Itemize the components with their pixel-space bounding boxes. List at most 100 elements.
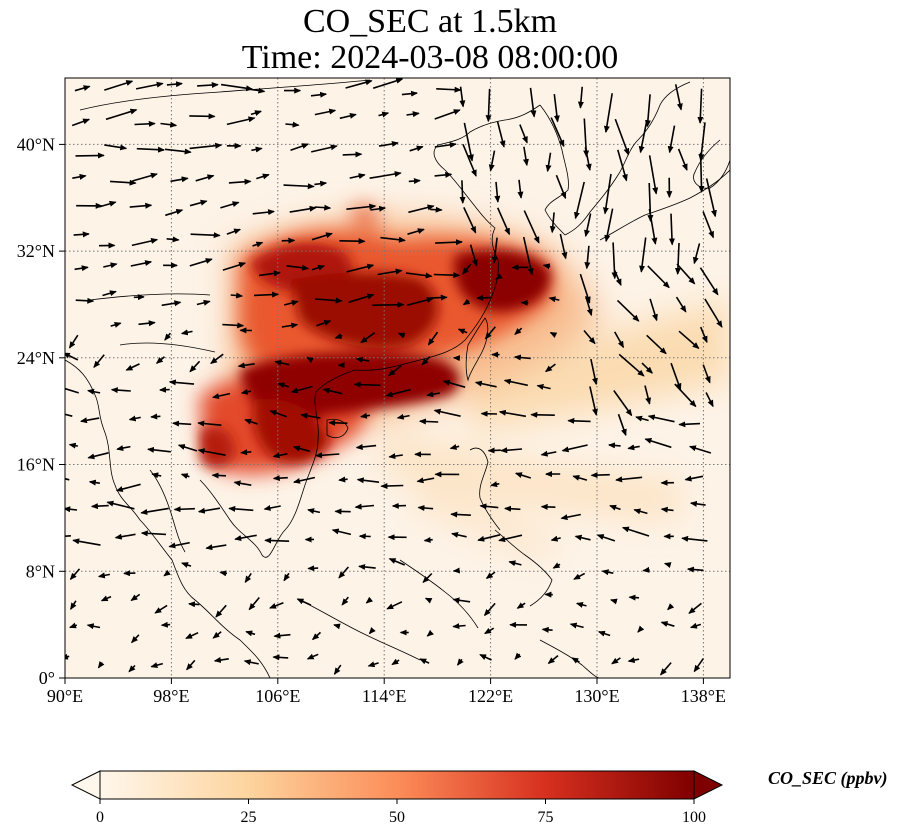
wind-arrow xyxy=(514,327,523,335)
wind-arrow xyxy=(138,320,156,327)
wind-arrow xyxy=(73,231,90,238)
wind-arrow xyxy=(617,413,627,437)
wind-arrow xyxy=(648,155,659,195)
wind-arrow xyxy=(210,353,224,365)
wind-arrow xyxy=(547,654,559,665)
wind-arrow xyxy=(476,294,491,301)
wind-arrow xyxy=(693,658,704,673)
x-tick-label: 122°E xyxy=(468,686,513,706)
wind-arrow xyxy=(150,413,161,420)
wind-arrow xyxy=(258,270,281,277)
wind-arrow xyxy=(283,300,299,306)
wind-arrow xyxy=(283,183,315,190)
wind-arrow xyxy=(550,117,565,148)
wind-arrow xyxy=(189,142,223,150)
wind-arrow xyxy=(452,597,471,604)
colorbar-tick-label: 75 xyxy=(538,809,554,826)
wind-arrow xyxy=(517,179,524,199)
wind-arrow xyxy=(615,476,643,483)
wind-arrow xyxy=(342,151,363,158)
wind-arrow xyxy=(98,200,117,208)
wind-arrow xyxy=(702,211,715,239)
wind-arrow xyxy=(170,176,189,183)
wind-arrow xyxy=(463,207,477,234)
wind-arrow xyxy=(128,664,136,673)
wind-arrow xyxy=(150,662,164,669)
wind-arrow xyxy=(549,331,558,338)
wind-arrow xyxy=(647,265,670,289)
wind-arrow xyxy=(166,236,180,243)
wind-arrow xyxy=(314,180,328,187)
wind-arrow xyxy=(316,320,332,327)
wind-arrow xyxy=(449,444,460,450)
wind-arrow xyxy=(346,263,375,273)
wind-arrow xyxy=(306,653,319,660)
wind-arrow xyxy=(370,205,387,212)
wind-arrow xyxy=(188,601,200,608)
wind-arrow xyxy=(479,653,492,661)
wind-arrow xyxy=(360,412,371,419)
wind-arrow xyxy=(215,604,227,618)
wind-arrow xyxy=(422,572,433,584)
wind-arrow xyxy=(642,566,650,573)
wind-arrow xyxy=(69,568,81,581)
wind-arrow xyxy=(638,119,648,154)
wind-arrow xyxy=(407,228,425,235)
wind-arrow xyxy=(516,602,526,609)
wind-arrow xyxy=(668,213,675,246)
wind-arrow xyxy=(602,173,612,215)
wind-arrow xyxy=(338,566,350,579)
wind-arrow xyxy=(68,334,79,349)
wind-arrow xyxy=(306,356,314,364)
wind-arrow xyxy=(300,412,321,419)
wind-arrow xyxy=(205,544,227,551)
wind-arrow xyxy=(560,513,581,521)
wind-arrow xyxy=(248,596,260,611)
wind-arrow xyxy=(125,363,140,371)
wind-arrow xyxy=(281,322,299,329)
wind-arrow xyxy=(660,662,672,676)
wind-arrow xyxy=(548,296,560,303)
wind-arrow xyxy=(433,272,461,279)
wind-arrow xyxy=(237,362,255,369)
wind-arrow xyxy=(195,174,215,182)
wind-arrow xyxy=(434,171,453,178)
wind-arrow xyxy=(292,445,311,453)
wind-arrow xyxy=(436,86,462,93)
wind-arrow xyxy=(688,445,712,454)
wind-arrow xyxy=(189,113,216,120)
wind-arrow xyxy=(536,384,551,390)
wind-arrow xyxy=(104,144,128,151)
wind-arrow xyxy=(197,448,226,456)
wind-arrow xyxy=(355,444,377,450)
wind-arrow xyxy=(197,420,222,427)
wind-arrow xyxy=(523,210,540,244)
wind-arrow xyxy=(621,526,650,537)
wind-arrow xyxy=(212,631,222,639)
wind-arrow xyxy=(251,146,263,153)
wind-arrow xyxy=(503,378,528,387)
wind-arrow xyxy=(196,299,211,306)
wind-arrow xyxy=(177,444,198,452)
wind-arrow xyxy=(380,483,404,490)
wind-arrow xyxy=(433,408,461,417)
wind-arrow xyxy=(272,475,288,482)
wind-arrow xyxy=(339,112,357,120)
x-tick-label: 114°E xyxy=(362,686,407,706)
wind-arrow xyxy=(484,627,495,635)
wind-arrow xyxy=(65,411,73,418)
wind-arrow xyxy=(579,273,591,304)
wind-arrow xyxy=(315,297,343,304)
wind-arrow xyxy=(388,364,402,377)
wind-arrow xyxy=(87,452,109,460)
wind-arrow xyxy=(484,326,496,340)
wind-arrow xyxy=(186,659,196,671)
wind-arrow xyxy=(618,353,645,377)
wind-arrow xyxy=(164,148,192,155)
wind-arrow xyxy=(72,173,87,180)
wind-arrow xyxy=(283,572,290,582)
wind-arrow xyxy=(72,538,101,546)
wind-arrow xyxy=(462,143,477,177)
wind-arrow xyxy=(240,388,252,395)
